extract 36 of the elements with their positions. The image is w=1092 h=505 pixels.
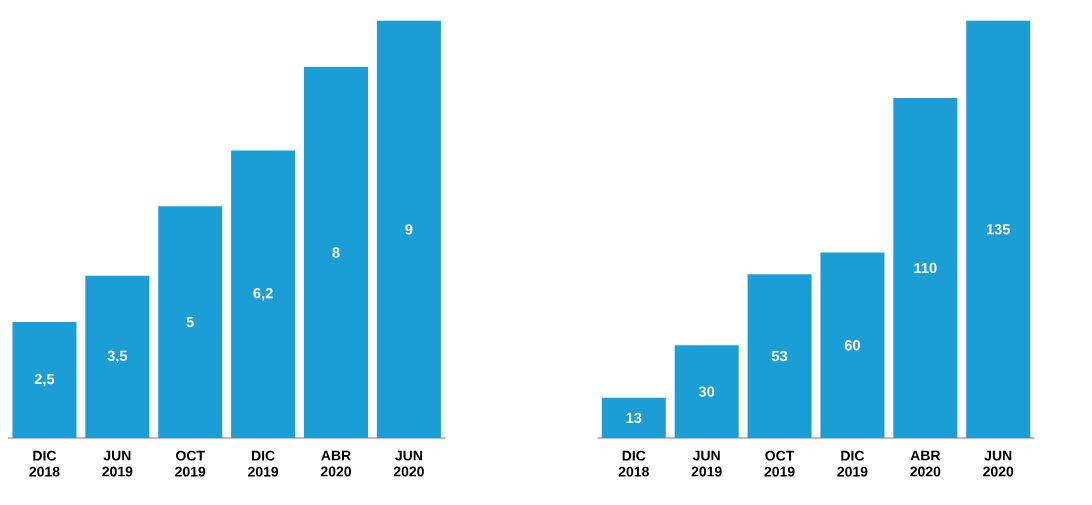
bar	[231, 150, 296, 438]
data-label: 8	[332, 247, 340, 258]
x-tick-label: JUN 2019	[691, 450, 722, 477]
bar	[304, 66, 369, 438]
data-label: 9	[405, 223, 413, 235]
data-label: 5	[186, 316, 194, 328]
x-tick-label: JUN 2019	[102, 450, 133, 477]
bar	[601, 397, 666, 438]
data-label: 30	[698, 386, 715, 397]
bar	[376, 20, 441, 438]
bar	[158, 205, 223, 438]
x-tick-label: DIC 2019	[837, 450, 868, 477]
bar	[674, 345, 739, 438]
x-tick-label: JUN 2020	[983, 450, 1014, 477]
bar	[966, 20, 1031, 438]
x-tick-label: OCT 2019	[764, 450, 795, 477]
bar	[747, 273, 812, 438]
data-label: 13	[626, 412, 642, 423]
x-tick-label: ABR 2020	[320, 450, 351, 477]
x-tick-label: DIC 2018	[29, 450, 60, 477]
data-label: 3,5	[107, 350, 128, 363]
data-label: 60	[844, 339, 860, 351]
data-label: 2,5	[34, 373, 55, 387]
bar	[820, 252, 885, 438]
bar	[893, 97, 958, 438]
x-tick-label: OCT 2019	[175, 450, 206, 477]
data-label: 110	[914, 262, 937, 273]
bar	[85, 275, 150, 438]
data-label: 6,2	[253, 287, 273, 301]
data-label: 135	[986, 223, 1011, 235]
x-tick-label: JUN 2020	[393, 450, 424, 477]
x-tick-label: ABR 2020	[910, 450, 941, 477]
x-tick-label: DIC 2019	[248, 450, 279, 477]
data-label: 53	[771, 350, 788, 362]
x-tick-label: DIC 2018	[618, 450, 649, 477]
bar	[12, 321, 77, 438]
